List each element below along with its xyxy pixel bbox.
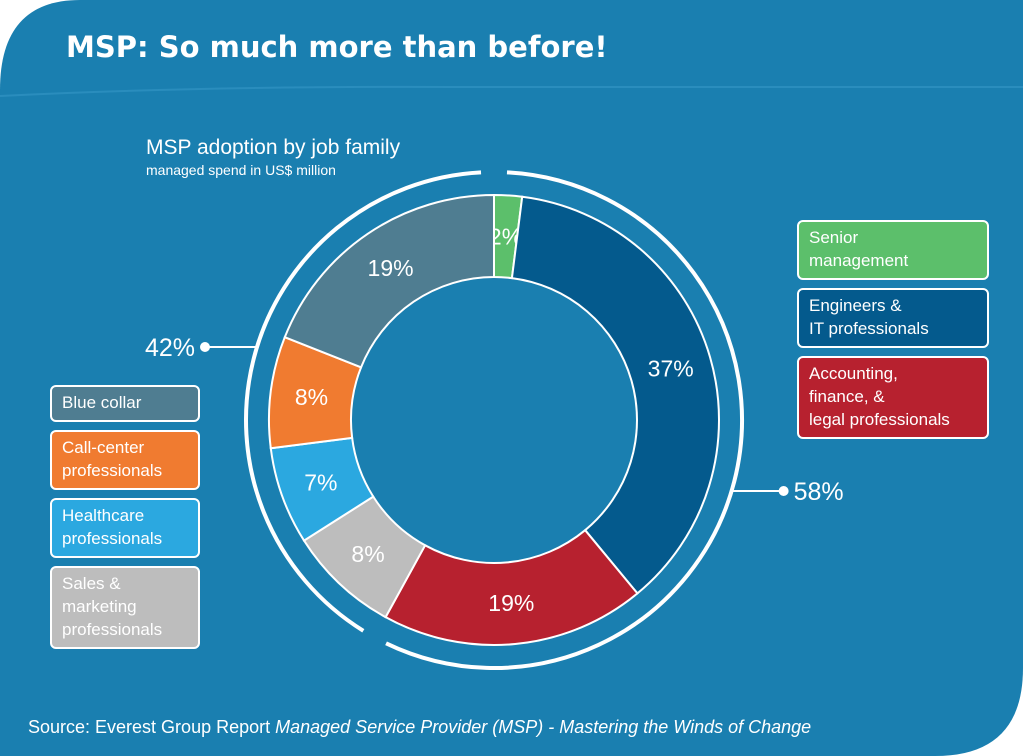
legend-line: management [809,251,909,270]
legend-item-call-center-professionals: Call-center professionals [50,430,200,490]
group-dot-left [199,342,210,352]
legend-item-sales-marketing-professionals: Sales & marketing professionals [50,566,200,649]
legend-line: marketing [62,597,137,616]
slice-label-engineers-it-professionals: 37% [648,356,694,382]
legend-line: Sales & [62,574,121,593]
donut-slice-blue-collar [283,193,495,369]
header-divider [0,85,1023,97]
legend-line: finance, & [809,387,885,406]
donut-slice-engineers-it-professionals [510,195,720,595]
legend-line: Blue collar [62,393,142,412]
legend-item-accounting-finance-legal-professionals: Accounting, finance, & legal professionals [797,356,989,439]
source-note: Source: Everest Group Report Managed Ser… [28,717,811,738]
slice-label-healthcare-professionals: 7% [304,469,337,495]
legend-line: professionals [62,620,163,639]
legend-item-healthcare-professionals: Healthcare professionals [50,498,200,558]
slice-label-call-center-professionals: 8% [295,384,328,410]
slice-label-sales-marketing-professionals: 8% [351,541,384,567]
legend-line: Healthcare [62,506,145,525]
chart-subtitle: managed spend in US$ million [146,162,336,178]
chart-title: MSP adoption by job family [146,136,401,159]
group-ring-right [385,170,744,670]
legend-item-engineers-it-professionals: Engineers & IT professionals [797,288,989,348]
legend-line: Accounting, [809,364,898,383]
group-dot-right [778,486,789,496]
legend-line: Call-center [62,438,145,457]
slice-label-accounting-finance-legal-professionals: 19% [488,590,534,616]
legend-item-blue-collar: Blue collar [50,385,200,422]
group-label-right: 58% [794,478,844,506]
legend-line: professionals [62,461,163,480]
page-title: MSP: So much more than before! [66,30,608,64]
source-prefix: Source: Everest Group Report [28,717,276,737]
legend-line: IT professionals [809,319,929,338]
legend-line: professionals [62,529,163,548]
legend-line: Engineers & [809,296,902,315]
source-report-title: Managed Service Provider (MSP) - Masteri… [275,717,812,737]
legend-line: Senior [809,228,859,247]
group-label-left: 42% [145,334,195,362]
legend-line: legal professionals [809,410,950,429]
slice-label-blue-collar: 19% [368,255,414,281]
group-ring-left [244,170,482,633]
legend-item-senior-management: Senior management [797,220,989,280]
